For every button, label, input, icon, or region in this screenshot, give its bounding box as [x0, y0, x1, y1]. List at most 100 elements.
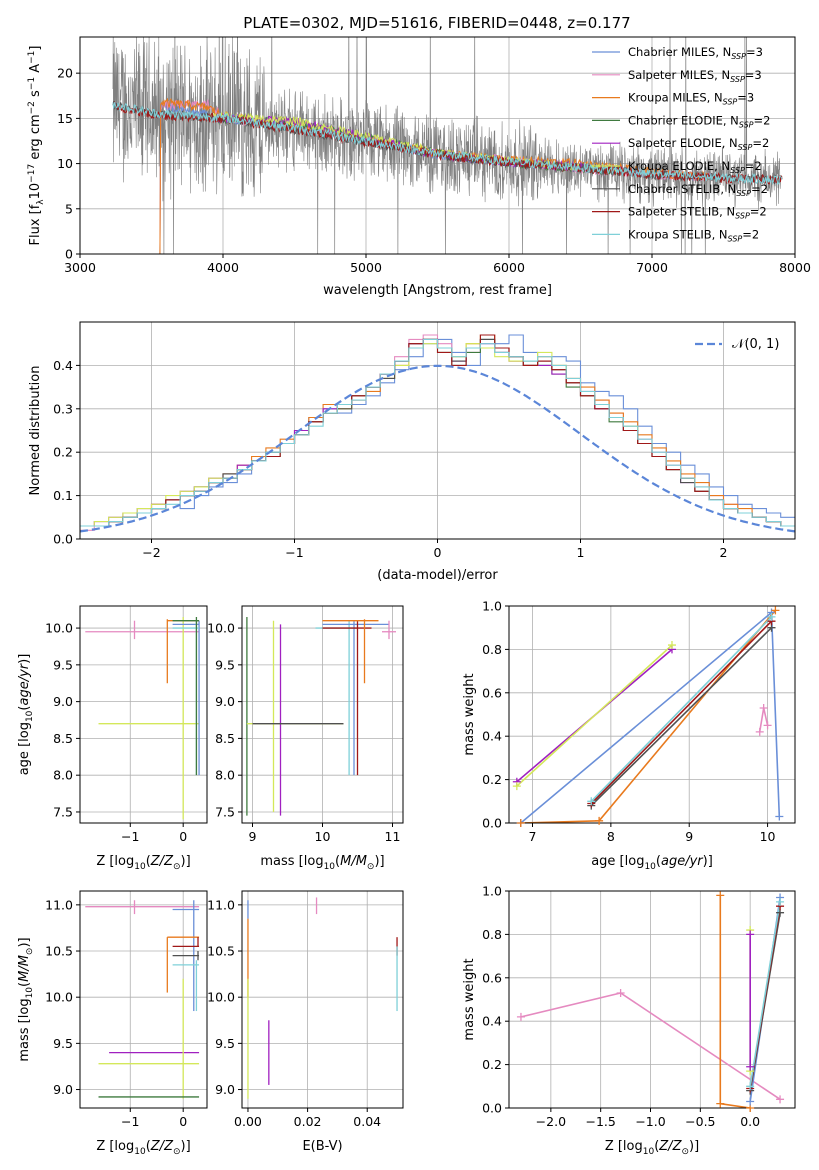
weight-marker: [746, 1062, 755, 1071]
legend-entry-part: Kroupa ELODIE, N: [628, 159, 730, 173]
axes-root: 3000 4000 5000 6000 7000 800005101520waveleng…: [17, 36, 811, 1157]
x-tick-label: −1: [285, 545, 303, 560]
weight-marker: [587, 797, 596, 806]
y-tick-label: 9.5: [53, 657, 73, 672]
legend-entry-part: Chabrier ELODIE, N: [628, 113, 739, 127]
y-tick-label: 0.0: [53, 532, 73, 547]
legend-entry-part: SSP: [728, 234, 743, 243]
y-tick-label: 0.6: [482, 685, 502, 700]
y-tick-label: 0.4: [482, 729, 502, 744]
label-part: )]: [181, 1139, 191, 1154]
x-tick-label: 5000: [350, 260, 382, 275]
y-tick-label: 10.5: [45, 944, 73, 959]
y-tick-label: 8.5: [215, 731, 235, 746]
x-axis-label: mass [log10(M/M⊙)]: [260, 854, 384, 872]
x-tick-label: 0: [179, 829, 187, 844]
weight-line: [590, 616, 773, 802]
y-tick-label: 0.2: [53, 445, 73, 460]
legend-entry: Kroupa ELODIE, NSSP=2: [628, 159, 762, 175]
legend-entry-part: SSP: [739, 120, 754, 129]
weight-marker: [616, 988, 625, 997]
x-tick-label: 4000: [207, 260, 239, 275]
legend-entry-part: Salpeter STELIB, N: [628, 205, 735, 219]
y-tick-label: 5: [65, 201, 73, 216]
label-part: −1: [27, 77, 37, 90]
axes-frame: [79, 605, 208, 824]
y-tick-label: 10.0: [45, 990, 73, 1005]
label-part: )]: [689, 1139, 699, 1154]
label-part: Z [log: [96, 854, 134, 869]
label-part: ]: [28, 46, 43, 51]
label-part: mass [log: [17, 998, 32, 1061]
mass-vs-EBV-axes: 0.00 0.02 0.04 9.0 9.5 10.0 10.5 11.0 E(B-V): [207, 890, 404, 1154]
weight-vs-Z-plot-area: [520, 895, 781, 1108]
weight-marker: [595, 816, 604, 825]
weight-line: [516, 644, 673, 787]
x-tick-label: 2: [720, 545, 728, 560]
label-part: age/yr: [661, 854, 704, 869]
label-part: (: [17, 706, 32, 711]
weight-marker: [776, 1095, 785, 1104]
label-part: 10: [25, 987, 35, 999]
y-axis-label: age [log10(age/yr)]: [17, 654, 35, 776]
label-part: 10: [134, 862, 146, 872]
weight-line: [590, 620, 773, 805]
x-tick-label: 0.0: [740, 1114, 760, 1129]
label-part: Z [log: [96, 1139, 134, 1154]
legend-entry-part: Chabrier MILES, N: [628, 45, 731, 59]
y-axis-label: Normed distribution: [28, 366, 43, 496]
mass-vs-EBV-plot-area: [247, 897, 398, 1099]
label-part: )]: [17, 654, 32, 664]
legend-entry-part: SSP: [730, 166, 745, 175]
y-tick-label: 0.8: [482, 642, 502, 657]
age-vs-Z-plot-area: [85, 617, 200, 820]
legend-entry: Salpeter ELODIE, NSSP=2: [628, 136, 769, 152]
legend-entry: Chabrier ELODIE, NSSP=2: [628, 113, 770, 129]
y-tick-label: 11.0: [45, 897, 73, 912]
x-tick-label: 0.02: [294, 1114, 322, 1129]
spectrum-plot-area: [112, 37, 783, 254]
legend-entry-part: =2: [750, 205, 767, 219]
x-axis-label: Z [log10(Z/Z⊙)]: [96, 1139, 190, 1157]
weight-marker: [746, 930, 755, 939]
label-part: age/yr: [17, 662, 32, 705]
label-part: (: [146, 854, 151, 869]
label-part: Z [log: [605, 1139, 643, 1154]
x-tick-label: 10: [760, 829, 776, 844]
x-tick-label: 3000: [64, 260, 96, 275]
y-tick-label: 0.1: [53, 488, 73, 503]
x-axis-label: age [log10(age/yr)]: [591, 854, 713, 872]
label-part: Z/Z: [150, 1139, 174, 1154]
y-tick-label: 7.5: [215, 804, 235, 819]
x-tick-label: −2: [142, 545, 160, 560]
y-tick-label: 0: [65, 247, 73, 262]
axes-frame: [79, 36, 796, 255]
legend-entry-part: =2: [751, 182, 768, 196]
x-tick-label: −1: [121, 1114, 139, 1129]
weight-line: [590, 627, 773, 807]
x-tick-label: 11: [385, 829, 401, 844]
x-tick-label: −2.0: [536, 1114, 566, 1129]
label-part: (: [17, 982, 32, 987]
weight-marker: [767, 612, 776, 621]
x-tick-label: 9: [685, 829, 693, 844]
weight-marker: [716, 1099, 725, 1108]
legend-entry-part: =3: [746, 45, 763, 59]
y-axis-label: mass weight: [462, 673, 477, 755]
residuals-plot-area: [80, 334, 795, 533]
y-tick-label: 9.0: [215, 1082, 235, 1097]
y-tick-label: 10.0: [207, 990, 235, 1005]
legend-entry-part: SSP: [723, 98, 738, 107]
y-axis-label: mass [log10(M/M⊙)]: [17, 937, 35, 1061]
weight-marker: [763, 721, 772, 730]
y-tick-label: 9.0: [215, 694, 235, 709]
label-part: age [log: [591, 854, 644, 869]
legend-entry-part: =2: [754, 113, 771, 127]
label-part: s: [28, 90, 43, 101]
legend-entry: Chabrier STELIB, NSSP=2: [628, 182, 768, 198]
histogram-step: [80, 338, 795, 527]
age-vs-mass-plot-area: [246, 617, 396, 816]
label-part: )]: [181, 854, 191, 869]
label-part: (: [146, 1139, 151, 1154]
